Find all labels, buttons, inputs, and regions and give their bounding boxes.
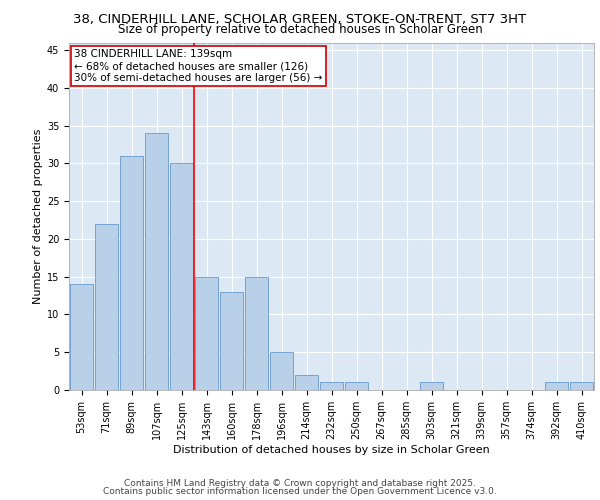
Bar: [195, 276, 218, 390]
Text: Size of property relative to detached houses in Scholar Green: Size of property relative to detached ho…: [118, 22, 482, 36]
Bar: [145, 133, 168, 390]
Bar: [220, 292, 243, 390]
Bar: [295, 375, 318, 390]
Bar: [245, 276, 268, 390]
Bar: [170, 164, 193, 390]
Bar: [320, 382, 343, 390]
Bar: [345, 382, 368, 390]
Text: 38 CINDERHILL LANE: 139sqm
← 68% of detached houses are smaller (126)
30% of sem: 38 CINDERHILL LANE: 139sqm ← 68% of deta…: [74, 50, 323, 82]
Bar: [70, 284, 93, 390]
Bar: [570, 382, 593, 390]
Text: Contains public sector information licensed under the Open Government Licence v3: Contains public sector information licen…: [103, 487, 497, 496]
X-axis label: Distribution of detached houses by size in Scholar Green: Distribution of detached houses by size …: [173, 444, 490, 454]
Bar: [95, 224, 118, 390]
Bar: [120, 156, 143, 390]
Text: 38, CINDERHILL LANE, SCHOLAR GREEN, STOKE-ON-TRENT, ST7 3HT: 38, CINDERHILL LANE, SCHOLAR GREEN, STOK…: [73, 12, 527, 26]
Bar: [545, 382, 568, 390]
Bar: [270, 352, 293, 390]
Bar: [420, 382, 443, 390]
Y-axis label: Number of detached properties: Number of detached properties: [32, 128, 43, 304]
Text: Contains HM Land Registry data © Crown copyright and database right 2025.: Contains HM Land Registry data © Crown c…: [124, 478, 476, 488]
